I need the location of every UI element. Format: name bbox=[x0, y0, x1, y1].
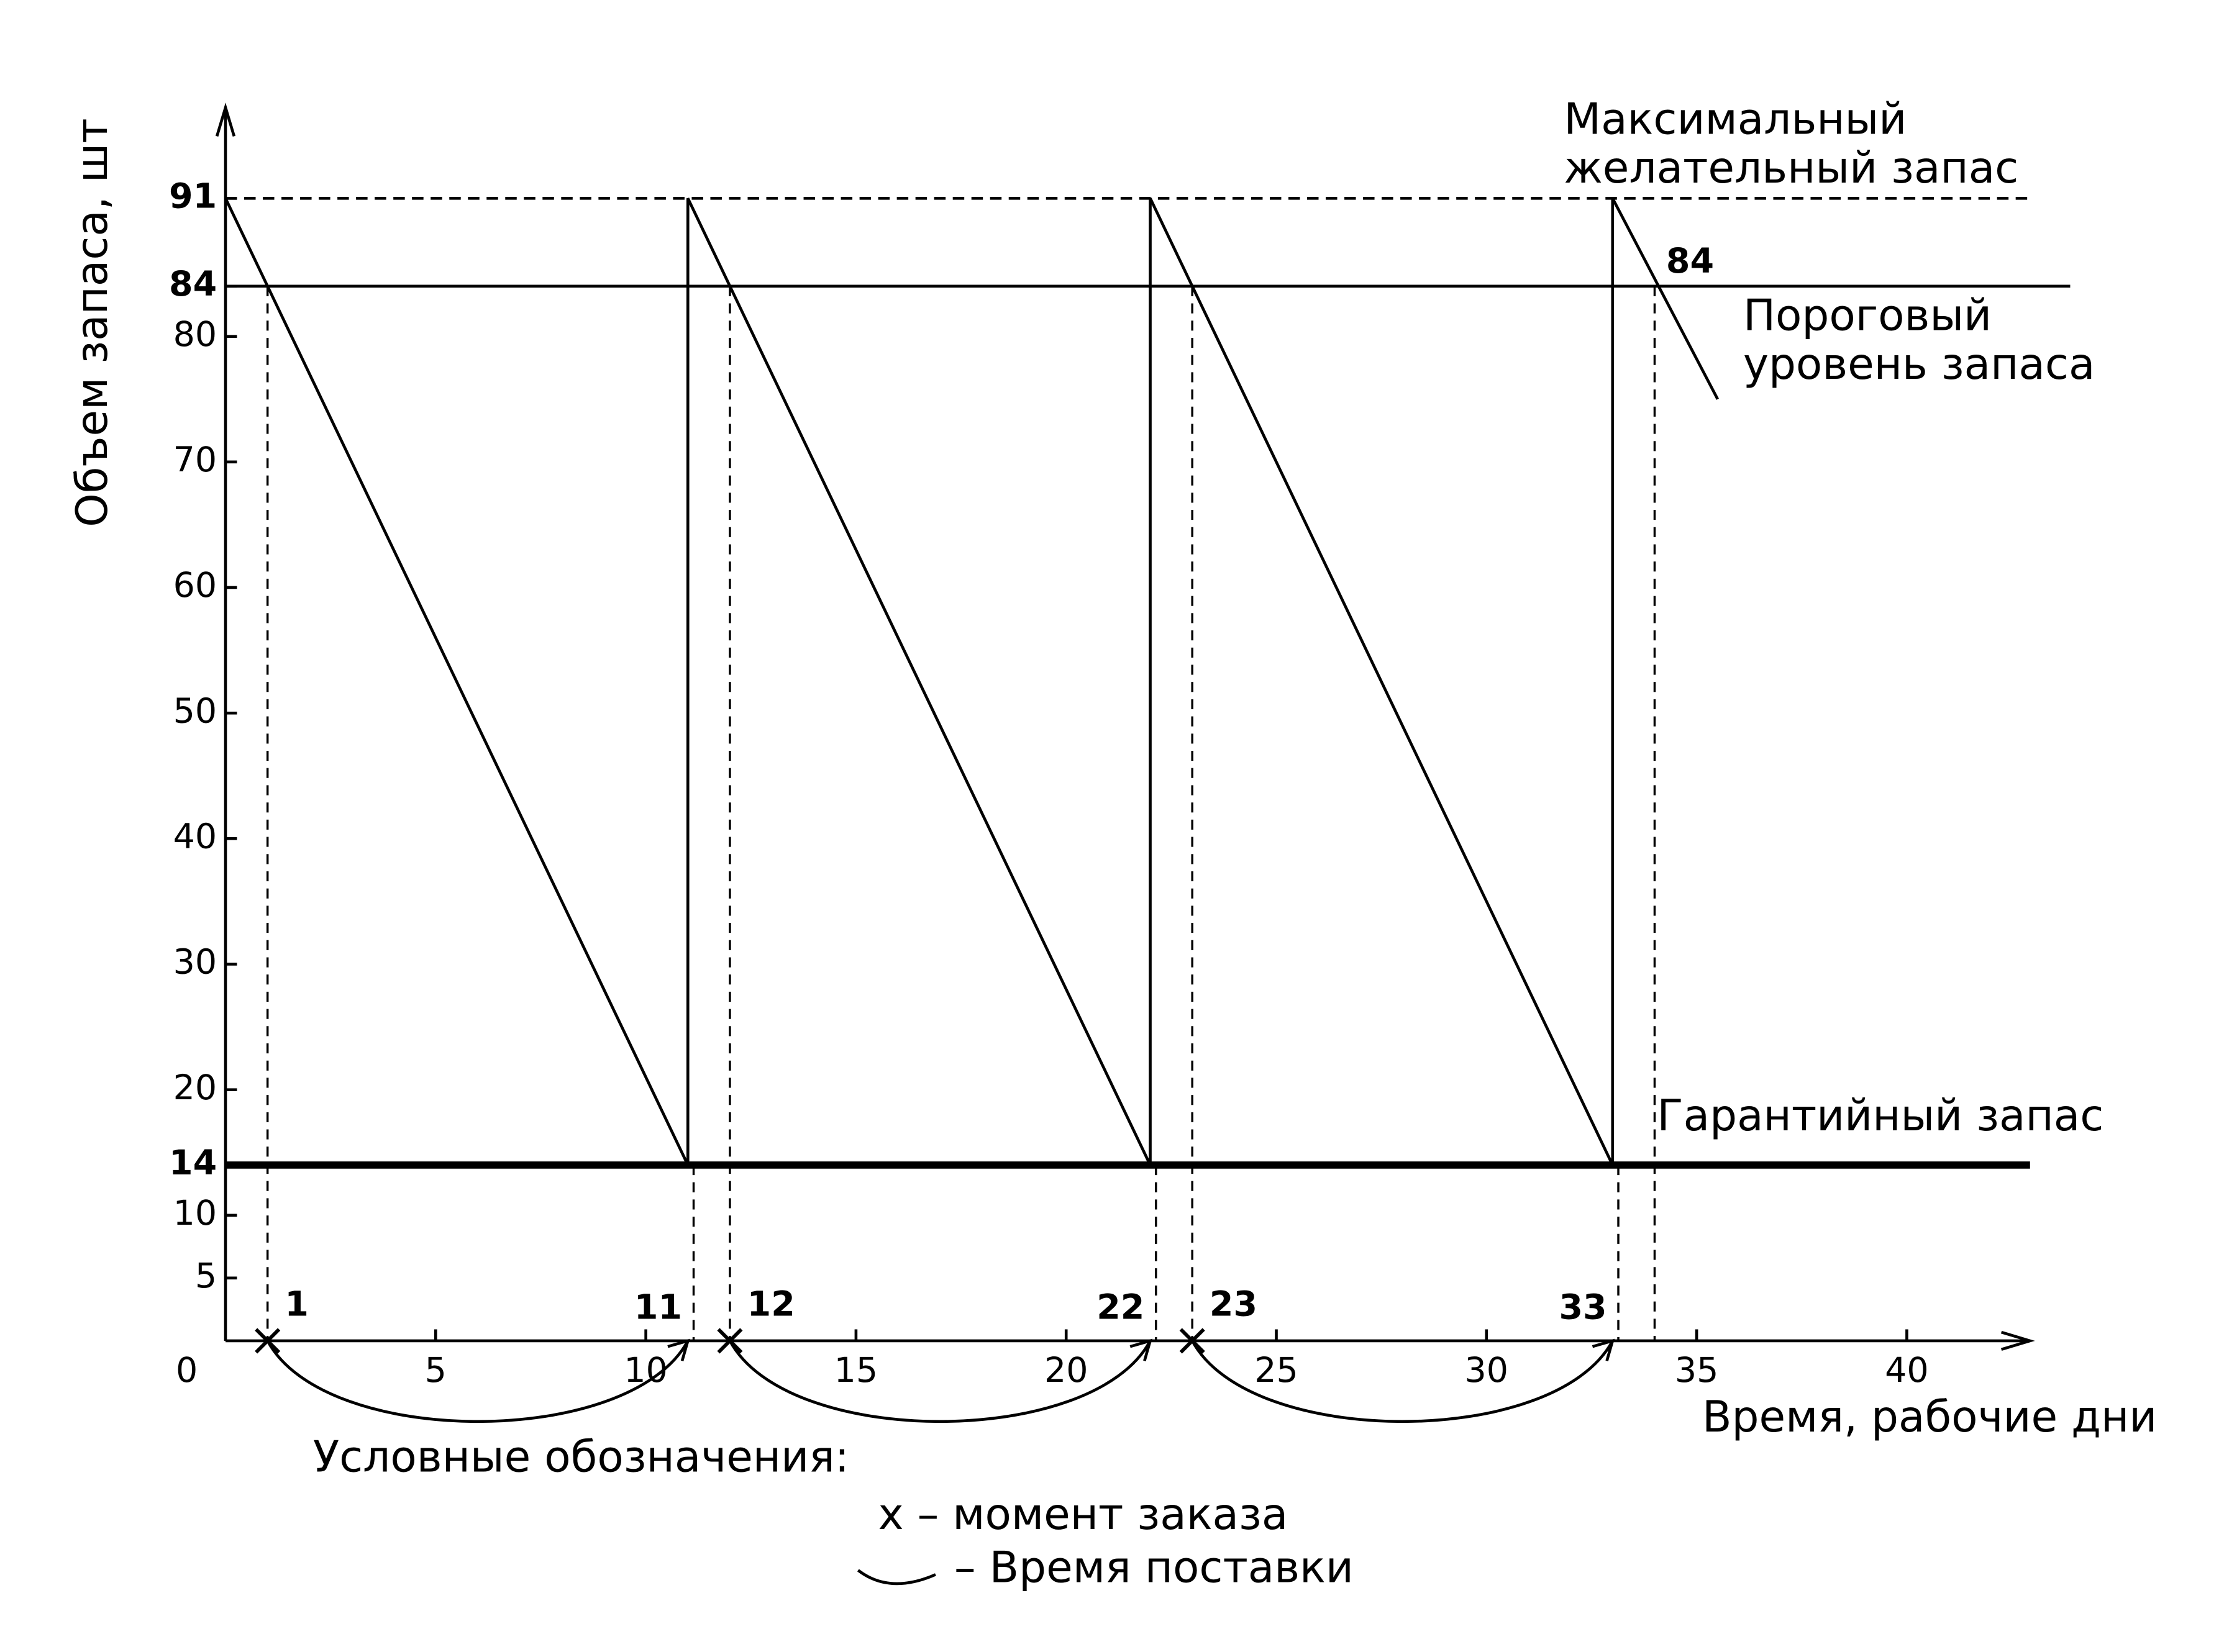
order-label: 1 bbox=[285, 1285, 309, 1325]
reference-label: Максимальный bbox=[1564, 94, 1907, 144]
x-tick-label: 0 bbox=[176, 1351, 198, 1391]
delivery-arrow bbox=[667, 1338, 690, 1361]
y-tick-label: 80 bbox=[173, 315, 217, 355]
delivery-arrow bbox=[1129, 1338, 1152, 1361]
arrival-label: 11 bbox=[634, 1287, 682, 1327]
y-tick-label: 40 bbox=[173, 817, 217, 856]
y-tick-label: 50 bbox=[173, 691, 217, 731]
y-tick-label: 91 bbox=[169, 176, 217, 216]
reference-label: уровень запаса bbox=[1743, 340, 2095, 389]
y-axis-arrow bbox=[215, 102, 236, 137]
inventory-line bbox=[224, 197, 1719, 1166]
y-tick-label: 60 bbox=[173, 566, 217, 606]
y-tick-label: 84 bbox=[169, 265, 217, 304]
x-tick-label: 30 bbox=[1465, 1351, 1509, 1391]
order-label: 23 bbox=[1210, 1285, 1257, 1325]
x-tick-label: 20 bbox=[1044, 1351, 1088, 1391]
arrival-label: 22 bbox=[1096, 1287, 1144, 1327]
y-tick-label: 30 bbox=[173, 943, 217, 983]
x-axis-title: Время, рабочие дни bbox=[1702, 1392, 2157, 1442]
legend-delivery-item: – Время поставки bbox=[954, 1543, 1354, 1592]
y-tick-label: 10 bbox=[173, 1194, 217, 1233]
delivery-arc bbox=[266, 1340, 690, 1423]
crossing-label: 84 bbox=[1666, 242, 1714, 281]
x-tick-label: 5 bbox=[425, 1351, 447, 1391]
order-mark bbox=[255, 1328, 281, 1354]
delivery-arc bbox=[1191, 1340, 1614, 1423]
x-tick-label: 15 bbox=[834, 1351, 878, 1391]
arrival-label: 33 bbox=[1559, 1287, 1606, 1327]
legend-order-item: x – момент заказа bbox=[878, 1490, 1288, 1540]
delivery-arrow bbox=[1592, 1338, 1615, 1361]
reference-label: Гарантийный запас bbox=[1657, 1091, 2103, 1141]
legend-arc bbox=[857, 1569, 936, 1586]
y-tick-label: 20 bbox=[173, 1068, 217, 1108]
legend-title: Условные обозначения: bbox=[313, 1433, 849, 1482]
reference-label: Пороговый bbox=[1743, 291, 1992, 341]
y-tick-label: 14 bbox=[169, 1143, 217, 1183]
delivery-arc bbox=[728, 1340, 1152, 1423]
x-tick-label: 25 bbox=[1254, 1351, 1298, 1391]
reference-label: желательный запас bbox=[1564, 143, 2018, 193]
x-tick-label: 35 bbox=[1675, 1351, 1719, 1391]
x-axis-arrow bbox=[2000, 1330, 2035, 1351]
order-mark bbox=[1179, 1328, 1205, 1354]
y-axis-title: Объем запаса, шт bbox=[68, 118, 117, 527]
order-label: 12 bbox=[747, 1285, 795, 1325]
x-tick-label: 40 bbox=[1885, 1351, 1929, 1391]
y-tick-label: 70 bbox=[173, 440, 217, 480]
y-tick-label: 5 bbox=[195, 1256, 217, 1296]
